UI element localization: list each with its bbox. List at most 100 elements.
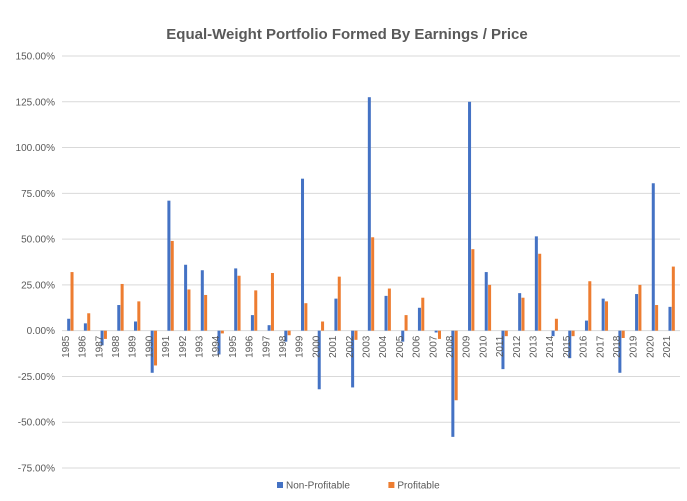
bar-profitable-1996 [254, 290, 258, 331]
bar-profitable-2009 [471, 249, 475, 331]
x-tick-label: 2012 [512, 335, 523, 358]
bar-profitable-2014 [554, 318, 558, 331]
bar-non-profitable-1999 [301, 178, 305, 331]
bar-profitable-2017 [605, 301, 609, 331]
bar-non-profitable-2017 [601, 298, 605, 331]
bar-profitable-2021 [671, 266, 675, 331]
bar-non-profitable-1990 [150, 330, 154, 373]
bar-non-profitable-1991 [167, 200, 171, 331]
bar-profitable-2016 [588, 281, 592, 331]
x-tick-label: 2003 [362, 335, 373, 358]
bar-profitable-1992 [187, 289, 191, 331]
legend-label: Non-Profitable [286, 481, 350, 492]
x-tick-label: 1985 [61, 335, 72, 358]
bar-non-profitable-1997 [267, 325, 271, 331]
bar-profitable-1995 [237, 275, 241, 331]
legend: Non-Profitable Profitable [277, 481, 440, 492]
bar-profitable-2004 [387, 288, 391, 331]
chart-title: Equal-Weight Portfolio Formed By Earning… [166, 26, 527, 43]
bar-profitable-1998 [287, 330, 291, 336]
x-tick-label: 2019 [629, 335, 640, 358]
x-tick-label: 2020 [645, 335, 656, 358]
y-tick-label: 75.00% [21, 189, 55, 200]
bar-non-profitable-2000 [317, 330, 321, 390]
bar-profitable-2019 [638, 284, 642, 331]
y-tick-label: 100.00% [16, 143, 56, 154]
bar-non-profitable-1986 [83, 323, 87, 331]
bar-profitable-1990 [154, 330, 158, 366]
gridlines [62, 55, 680, 469]
legend-swatch [277, 482, 283, 488]
bar-non-profitable-2004 [384, 295, 388, 331]
bar-non-profitable-2002 [351, 330, 355, 388]
bar-profitable-2011 [504, 330, 508, 337]
bar-profitable-1993 [204, 294, 208, 331]
bar-non-profitable-2010 [484, 272, 488, 331]
x-tick-label: 1998 [278, 335, 289, 358]
y-axis-ticks: 150.00% 125.00% 100.00% 75.00% 50.00% 25.00% 0… [16, 52, 56, 475]
bar-non-profitable-2009 [468, 101, 472, 331]
x-tick-label: 2001 [328, 335, 339, 358]
x-tick-label: 1995 [228, 335, 239, 358]
x-tick-label: 2011 [495, 335, 506, 357]
x-tick-label: 2013 [529, 335, 540, 358]
bar-non-profitable-2001 [334, 298, 338, 331]
bars [67, 97, 675, 437]
y-tick-label: 0.00% [27, 326, 55, 337]
bar-profitable-1985 [70, 272, 74, 331]
bar-profitable-2005 [404, 315, 408, 331]
bar-non-profitable-1989 [133, 321, 137, 331]
bar-non-profitable-2006 [417, 307, 421, 331]
bar-non-profitable-1996 [250, 315, 254, 331]
bar-non-profitable-1987 [100, 330, 104, 346]
bar-non-profitable-2015 [568, 330, 572, 359]
bar-profitable-2012 [521, 297, 525, 331]
bar-profitable-1987 [103, 330, 107, 339]
bar-profitable-2003 [371, 237, 375, 331]
bar-non-profitable-2007 [434, 330, 438, 333]
bar-non-profitable-1995 [234, 268, 238, 331]
x-tick-label: 1989 [128, 335, 139, 358]
x-tick-label: 2007 [428, 335, 439, 358]
bar-non-profitable-2019 [635, 294, 639, 331]
y-tick-label: -50.00% [18, 418, 55, 429]
x-tick-label: 1988 [111, 335, 122, 358]
bar-profitable-2002 [354, 330, 358, 340]
bar-profitable-1986 [87, 313, 91, 331]
x-tick-label: 2009 [462, 335, 473, 358]
bar-profitable-2008 [454, 330, 458, 401]
x-tick-label: 2017 [595, 335, 606, 358]
bar-profitable-2007 [437, 330, 441, 339]
bar-non-profitable-2011 [501, 330, 505, 370]
bar-non-profitable-2018 [618, 330, 622, 373]
bar-profitable-2020 [655, 305, 659, 331]
bar-profitable-1999 [304, 303, 308, 331]
bar-non-profitable-2020 [651, 183, 655, 331]
x-tick-label: 2000 [311, 335, 322, 358]
y-tick-label: -75.00% [18, 464, 55, 475]
y-tick-label: 150.00% [16, 52, 56, 63]
bar-profitable-2001 [337, 276, 341, 331]
y-tick-label: 125.00% [16, 97, 56, 108]
x-axis-ticks: 1985 1986 1987 1988 1989 1990 1991 1992 1993 1994… [61, 335, 673, 358]
x-tick-label: 2002 [345, 335, 356, 358]
bar-non-profitable-2003 [367, 97, 371, 331]
bar-profitable-1988 [120, 283, 124, 331]
x-tick-label: 1991 [161, 335, 172, 358]
x-tick-label: 2016 [579, 335, 590, 358]
bar-profitable-1997 [270, 272, 274, 331]
x-tick-label: 2008 [445, 335, 456, 358]
bar-profitable-1989 [137, 301, 141, 331]
x-tick-label: 2006 [412, 335, 423, 358]
x-tick-label: 2005 [395, 335, 406, 358]
x-tick-label: 2018 [612, 335, 623, 358]
x-tick-label: 1990 [144, 335, 155, 358]
bar-profitable-2010 [488, 284, 492, 331]
bar-non-profitable-1985 [67, 318, 71, 331]
bar-profitable-2013 [538, 253, 542, 331]
x-tick-label: 1997 [261, 335, 272, 358]
x-tick-label: 2015 [562, 335, 573, 358]
x-tick-label: 1994 [211, 335, 222, 358]
bar-profitable-1994 [220, 330, 224, 334]
